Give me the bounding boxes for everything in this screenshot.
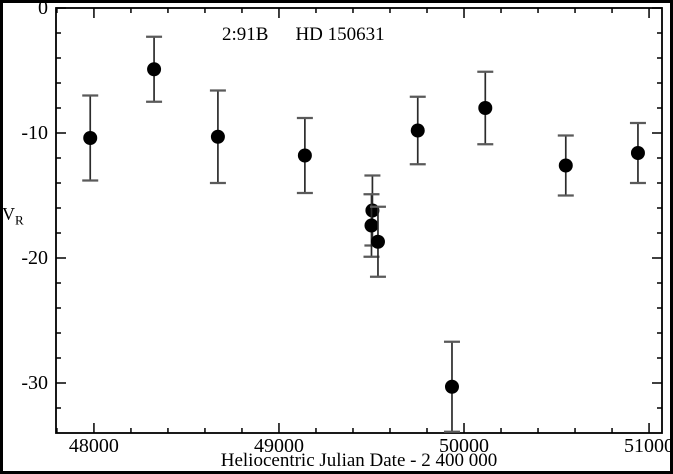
plot-frame [55, 7, 663, 434]
data-point [210, 129, 225, 144]
data-point [444, 379, 459, 394]
data-point [147, 62, 162, 77]
plot-title: 2:91B HD 150631 [222, 24, 385, 46]
data-point [410, 123, 425, 138]
y-axis-label: VR [2, 204, 24, 229]
data-point [364, 218, 379, 233]
x-tick-label: 50000 [439, 435, 489, 457]
x-tick-label: 49000 [254, 435, 304, 457]
data-point [297, 148, 312, 163]
plot-title-code: 2:91B [222, 24, 269, 45]
y-tick-label: -30 [21, 372, 48, 394]
x-axis-label: Heliocentric Julian Date - 2 400 000 [220, 450, 498, 471]
data-point [478, 101, 493, 115]
data-point [558, 158, 573, 173]
y-axis-label-main: V [2, 204, 15, 224]
data-point [630, 146, 645, 160]
data-point [370, 234, 385, 249]
y-tick-label: 0 [38, 0, 48, 19]
y-axis-label-sub: R [15, 212, 24, 228]
plot-title-star: HD 150631 [295, 24, 385, 45]
y-tick-label: -10 [21, 122, 48, 144]
x-tick-label: 51000 [624, 435, 673, 457]
x-tick-label: 48000 [69, 435, 119, 457]
data-point [83, 131, 98, 145]
y-tick-label: -20 [21, 247, 48, 269]
